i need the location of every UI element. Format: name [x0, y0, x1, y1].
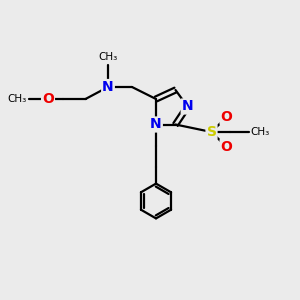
Text: CH₃: CH₃ — [250, 127, 270, 137]
Text: O: O — [220, 140, 232, 154]
Text: N: N — [102, 80, 114, 94]
Text: S: S — [206, 125, 217, 139]
Text: O: O — [42, 92, 54, 106]
Text: O: O — [220, 110, 232, 124]
Text: N: N — [150, 118, 162, 131]
Text: CH₃: CH₃ — [8, 94, 27, 104]
Text: CH₃: CH₃ — [98, 52, 118, 62]
Text: N: N — [182, 100, 193, 113]
